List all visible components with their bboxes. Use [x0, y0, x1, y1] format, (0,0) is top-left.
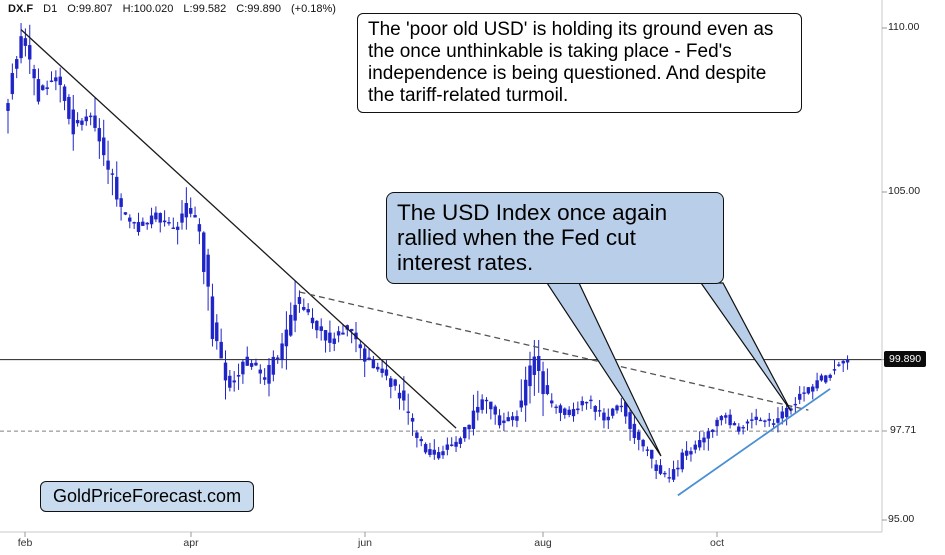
callout-wedge — [545, 282, 662, 457]
timeframe-label: D1 — [43, 3, 58, 15]
x-axis-label-apr: apr — [183, 537, 199, 549]
ticker-bar: DX.F D1 O:99.807 H:100.020 L:99.582 C:99… — [8, 3, 343, 15]
dashed-resistance-line — [299, 291, 809, 411]
high-value: H:100.020 — [122, 3, 174, 15]
x-axis-label-feb: feb — [17, 537, 33, 549]
y-axis-label: 105.00 — [888, 185, 921, 197]
price-levels — [0, 359, 882, 432]
macro-note[interactable]: The 'poor old USD' is holding its ground… — [357, 13, 802, 114]
callout-pointers — [545, 282, 792, 457]
x-axis-label-oct: oct — [709, 537, 725, 549]
open-value: O:99.807 — [67, 3, 113, 15]
candlesticks — [6, 23, 850, 483]
x-axis-label-aug: aug — [534, 537, 552, 549]
low-value: L:99.582 — [183, 3, 227, 15]
dashed-level-label: 97.71 — [888, 424, 919, 436]
fed-cut-note[interactable]: The USD Index once again rallied when th… — [386, 192, 724, 284]
symbol-label: DX.F — [8, 3, 34, 15]
downtrend-line — [20, 29, 457, 429]
current-price-badge: 99.890 — [884, 351, 927, 367]
change-value: (+0.18%) — [291, 3, 336, 15]
callout-wedge — [699, 282, 792, 412]
y-axis-label: 95.00 — [888, 513, 915, 525]
brand-watermark: GoldPriceForecast.com — [40, 481, 255, 512]
rising-support-line — [677, 388, 831, 497]
axes — [0, 0, 887, 537]
close-value: C:99.890 — [236, 3, 281, 15]
y-axis-label: 110.00 — [888, 21, 920, 33]
trend-lines[interactable] — [20, 29, 831, 497]
x-axis-label-jun: jun — [357, 537, 373, 549]
